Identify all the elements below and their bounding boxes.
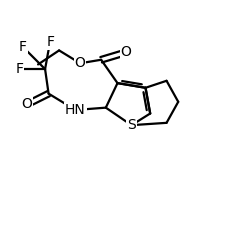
Text: O: O bbox=[21, 97, 32, 111]
Text: O: O bbox=[75, 56, 86, 70]
Text: O: O bbox=[120, 45, 131, 59]
Text: S: S bbox=[127, 118, 136, 132]
Text: F: F bbox=[47, 35, 55, 49]
Text: HN: HN bbox=[65, 103, 86, 117]
Text: F: F bbox=[15, 62, 24, 76]
Text: F: F bbox=[19, 40, 27, 54]
